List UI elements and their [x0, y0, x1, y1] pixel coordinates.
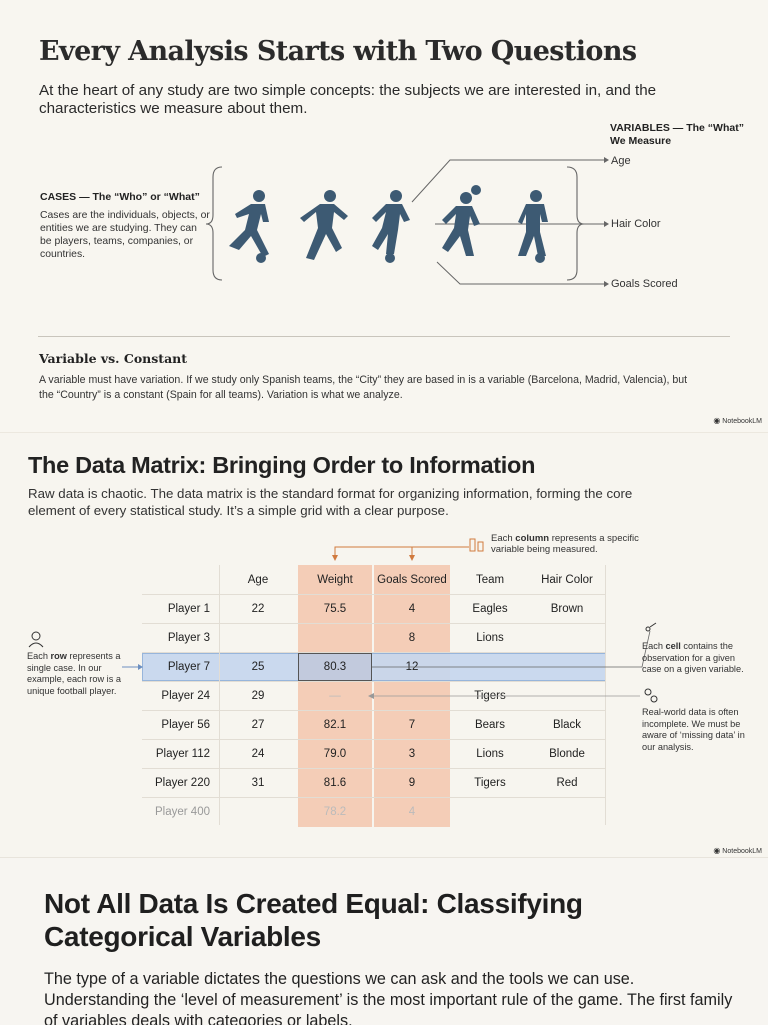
cases-heading: CASES — The “Who” or “What” — [40, 191, 200, 203]
cases-description: Cases are the individuals, objects, or e… — [40, 210, 210, 260]
table-cell: Brown — [550, 603, 584, 615]
table-cell: 3 — [408, 748, 416, 760]
arrow-head-icon — [604, 221, 609, 227]
variables-heading: VARIABLES — The “What” We Measure — [610, 122, 744, 147]
table-cell: Blonde — [549, 748, 585, 760]
arrow-down-icon — [332, 555, 338, 561]
slide-data-matrix: The Data Matrix: Bringing Order to Infor… — [0, 432, 768, 858]
notebooklm-logo-icon: ◉ — [713, 416, 721, 425]
constant-heading: Variable vs. Constant — [39, 351, 188, 366]
row-header: Player 56 — [161, 719, 210, 731]
row-header: Player 400 — [155, 806, 210, 818]
table-cell: 80.3 — [323, 661, 347, 673]
table-cell: 78.2 — [323, 806, 347, 818]
table-cell: 79.0 — [323, 748, 347, 760]
variable-hair-color: Hair Color — [611, 218, 661, 230]
slide-title: Not All Data Is Created Equal: Classifyi… — [44, 888, 583, 952]
matrix-annotations — [28, 538, 658, 703]
table-cell: 7 — [408, 719, 416, 731]
table-cell: 29 — [251, 690, 265, 702]
table-cell: 75.5 — [323, 603, 347, 615]
row-header: Player 7 — [167, 661, 210, 673]
table-cell: 82.1 — [323, 719, 347, 731]
table-cell: 31 — [251, 777, 265, 789]
cell-note: Each cell contains the observation for a… — [642, 641, 744, 674]
highlight-cell — [298, 653, 372, 681]
slide-subtitle: At the heart of any study are two simple… — [39, 82, 657, 117]
section-divider — [38, 336, 730, 337]
column-header-hair-color: Hair Color — [541, 574, 593, 586]
arrow-left-icon — [368, 693, 374, 699]
table-cell: 22 — [251, 603, 265, 615]
highlight-column-weight — [298, 565, 372, 827]
row-header: Player 220 — [155, 777, 210, 789]
variable-age: Age — [611, 155, 631, 167]
slide-cases-variables: Every Analysis Starts with Two Questions… — [0, 0, 768, 432]
brand-watermark: ◉ NotebookLM — [713, 416, 762, 425]
slide-title: The Data Matrix: Bringing Order to Infor… — [28, 452, 536, 478]
column-header-goals: Goals Scored — [377, 574, 447, 586]
arrow-down-icon — [409, 555, 415, 561]
table-cell: — — [329, 690, 341, 702]
notebooklm-logo-icon: ◉ — [713, 846, 721, 855]
row-header: Player 3 — [167, 632, 210, 644]
table-cell: 24 — [251, 748, 265, 760]
row-note: Each row represents a single case. In ou… — [27, 651, 121, 696]
football-player-icon — [372, 190, 410, 263]
column-icon — [469, 538, 484, 552]
slide-title: Every Analysis Starts with Two Questions — [39, 36, 637, 67]
cases-variables-diagram — [205, 157, 609, 287]
variable-goals-scored: Goals Scored — [611, 278, 678, 290]
football-player-icon — [229, 190, 269, 263]
table-cell: Lions — [476, 748, 504, 760]
football-player-icon — [518, 190, 548, 263]
row-header: Player 1 — [167, 603, 210, 615]
cases-brace — [205, 166, 223, 281]
table-cell: 25 — [251, 661, 265, 673]
column-header-age: Age — [247, 574, 269, 586]
constant-description: A variable must have variation. If we st… — [39, 374, 688, 401]
table-cell: Tigers — [474, 777, 506, 789]
table-cell: Eagles — [472, 603, 508, 615]
row-header: Player 112 — [155, 748, 210, 760]
row-header: Player 24 — [161, 690, 210, 702]
arrow-right-icon — [138, 664, 143, 670]
table-cell: Red — [556, 777, 578, 789]
missing-data-note: Real-world data is often incomplete. We … — [642, 707, 745, 752]
column-note: Each column represents a specific variab… — [491, 533, 639, 555]
table-cell: Black — [552, 719, 582, 731]
table-cell: 81.6 — [323, 777, 347, 789]
table-cell: 27 — [251, 719, 265, 731]
table-cell: Bears — [474, 719, 506, 731]
table-cell: 4 — [408, 603, 416, 615]
person-icon — [28, 631, 44, 648]
slide-categorical-variables: Not All Data Is Created Equal: Classifyi… — [0, 857, 768, 1025]
table-cell: 9 — [408, 777, 416, 789]
arrow-head-icon — [604, 157, 609, 163]
slide-subtitle: Raw data is chaotic. The data matrix is … — [28, 486, 633, 518]
column-header-weight: Weight — [317, 574, 353, 586]
table-cell: Lions — [476, 632, 504, 644]
slide-subtitle: The type of a variable dictates the ques… — [44, 970, 733, 1025]
table-cell: 4 — [408, 806, 416, 818]
football-player-icon — [300, 190, 348, 260]
arrow-head-icon — [604, 281, 609, 287]
broken-link-icon — [644, 688, 658, 703]
pointer-icon — [645, 622, 657, 632]
column-header-team: Team — [475, 574, 505, 586]
brand-watermark: ◉ NotebookLM — [713, 846, 762, 855]
table-cell: 8 — [408, 632, 416, 644]
football-player-icon — [442, 185, 481, 256]
